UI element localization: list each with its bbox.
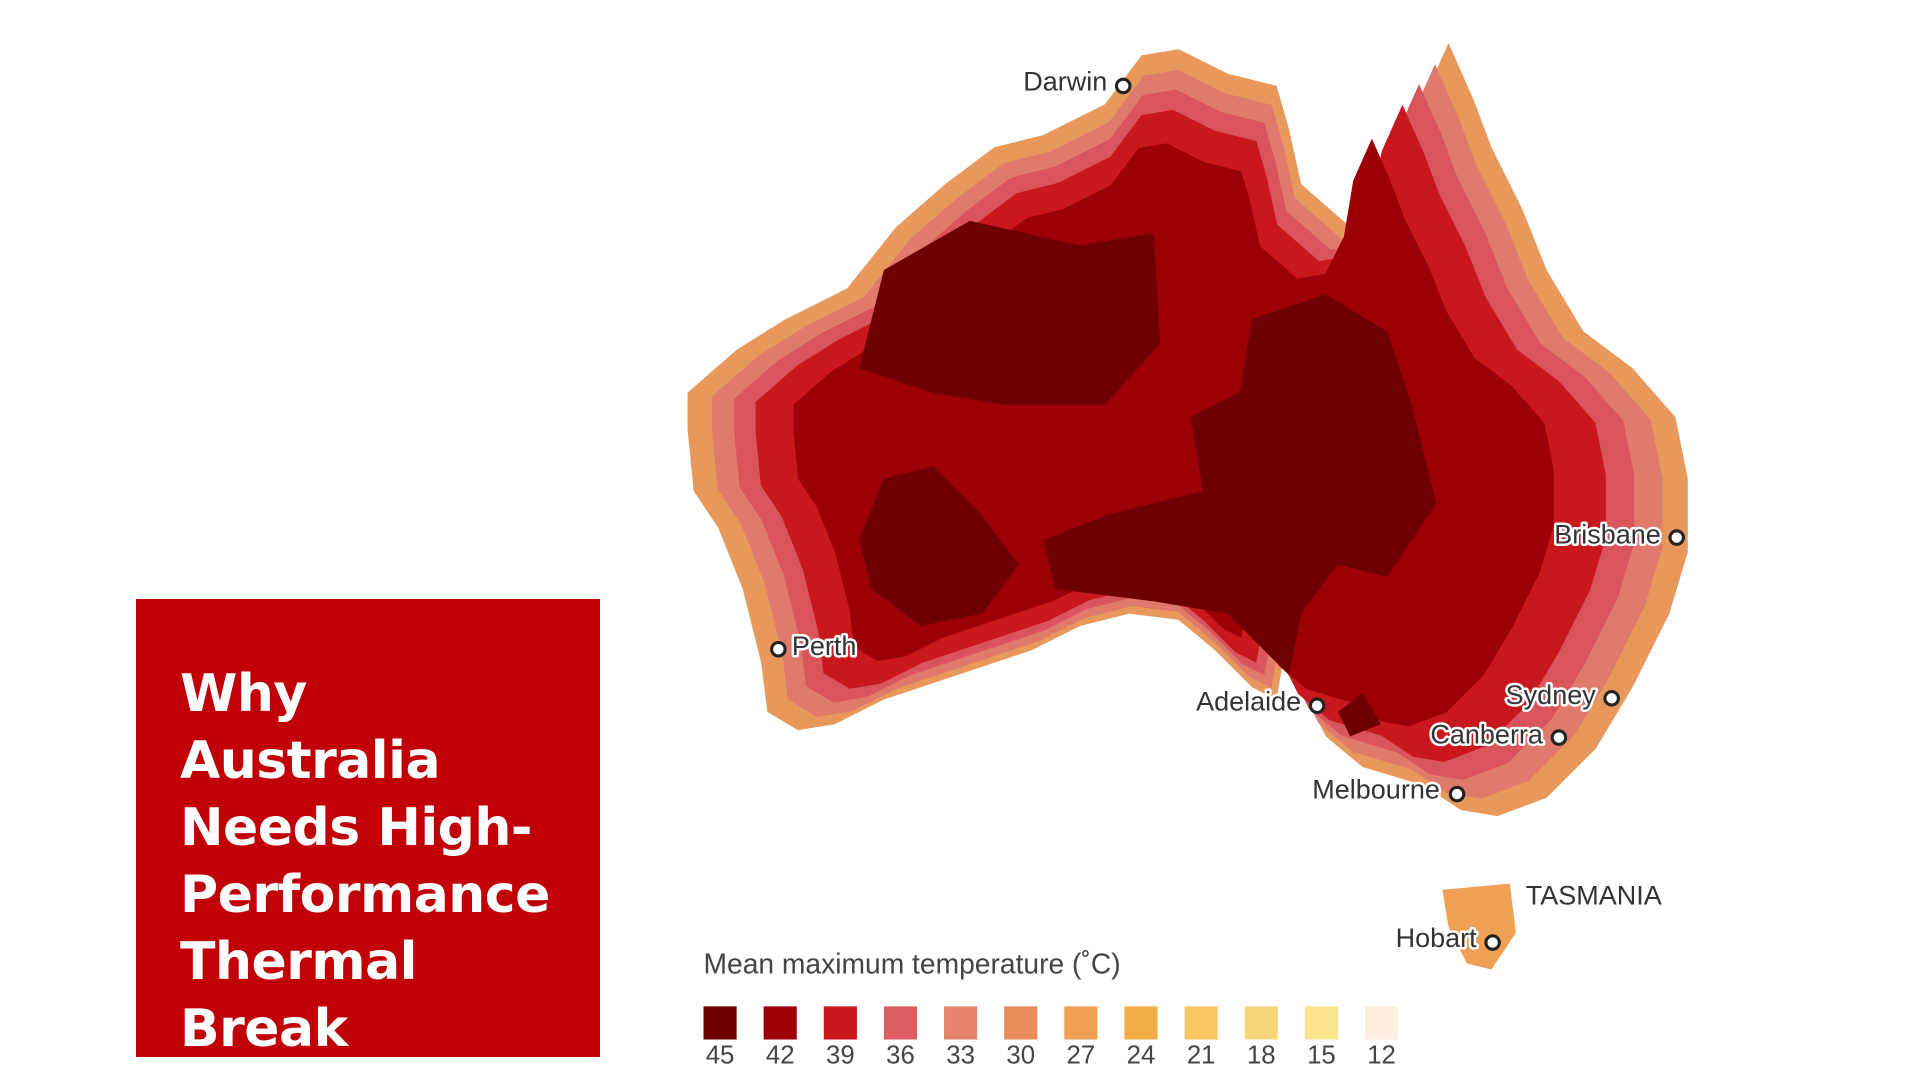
legend-value: 36 [886, 1041, 915, 1069]
legend-value: 45 [706, 1041, 735, 1069]
title: Why Australia Needs High-Performance The… [180, 664, 550, 1080]
city-label: Brisbane [1554, 519, 1661, 549]
legend-title: Mean maximum temperature (˚C) [704, 947, 1121, 979]
legend: Mean maximum temperature (˚C) 45 42 39 36 33… [703, 947, 1399, 1069]
legend-swatch [1244, 1006, 1278, 1040]
legend-value: 27 [1067, 1041, 1096, 1069]
legend-value: 21 [1187, 1041, 1216, 1069]
city-dot [1550, 729, 1568, 746]
legend-swatch [1124, 1006, 1158, 1040]
city-label: Adelaide [1196, 686, 1301, 716]
city-dot [1308, 697, 1326, 714]
city-label: Perth [792, 631, 857, 661]
legend-value: 30 [1006, 1041, 1035, 1069]
legend-value: 39 [826, 1041, 855, 1069]
legend-swatch [1064, 1006, 1098, 1040]
legend-swatch [763, 1006, 797, 1040]
city-dot [1484, 934, 1501, 951]
city-dot [1603, 690, 1620, 707]
legend-value: 18 [1247, 1041, 1276, 1069]
mainland [687, 42, 1688, 817]
legend-swatch [883, 1006, 918, 1040]
legend-swatch [1365, 1006, 1399, 1040]
legend-swatch [1184, 1006, 1218, 1040]
city-dot [1114, 77, 1132, 95]
legend-value: 33 [946, 1041, 975, 1069]
title-box: Why Australia Needs High-Performance The… [136, 599, 600, 1080]
legend-swatch [823, 1006, 857, 1040]
legend-value: 42 [766, 1041, 795, 1069]
city-dot [1448, 785, 1466, 803]
legend-swatch [703, 1006, 737, 1040]
legend-value: 15 [1307, 1041, 1336, 1069]
city-dot [770, 640, 787, 658]
city-dot [1668, 529, 1686, 546]
city-label: Canberra [1430, 719, 1544, 749]
legend-value: 12 [1367, 1041, 1396, 1069]
city-label: Sydney [1506, 680, 1597, 710]
city-label: Darwin [1023, 67, 1107, 97]
region-label: TASMANIA [1526, 880, 1662, 910]
legend-swatch [1004, 1006, 1038, 1040]
legend-swatch [944, 1006, 978, 1040]
city-label: Hobart [1396, 923, 1478, 953]
legend-swatch [1304, 1006, 1338, 1040]
legend-value: 24 [1127, 1041, 1156, 1069]
city-label: Melbourne [1312, 775, 1440, 805]
city-markers: Darwin Perth Adelaide Brisbane Sydney Ca… [770, 64, 1686, 956]
